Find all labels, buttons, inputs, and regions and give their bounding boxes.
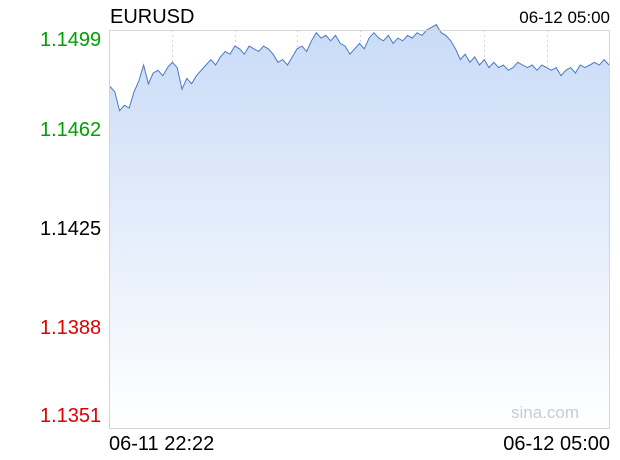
price-area [110, 24, 609, 428]
y-tick-label: 1.1499 [40, 29, 102, 51]
watermark: sina.com [511, 403, 579, 422]
x-tick-label-end: 06-12 05:00 [503, 433, 610, 455]
y-tick-label: 1.1462 [40, 119, 102, 141]
timestamp: 06-12 05:00 [519, 8, 610, 27]
y-tick-label: 1.1351 [40, 405, 102, 427]
y-tick-label: 1.1425 [40, 218, 102, 240]
plot-frame [109, 30, 610, 429]
chart-title: EURUSD [110, 6, 195, 28]
x-tick-label-start: 06-11 22:22 [109, 433, 215, 455]
y-tick-label: 1.1388 [40, 317, 102, 339]
price-line [109, 23, 610, 112]
